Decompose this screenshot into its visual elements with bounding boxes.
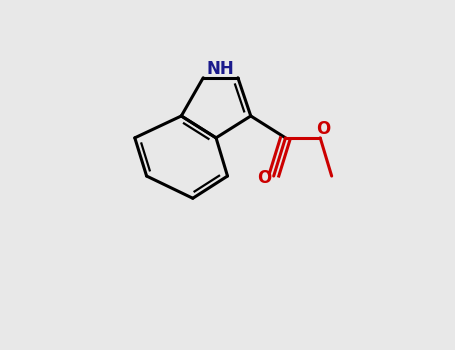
- Text: O: O: [257, 169, 271, 187]
- Text: NH: NH: [207, 60, 234, 78]
- Text: O: O: [316, 120, 330, 138]
